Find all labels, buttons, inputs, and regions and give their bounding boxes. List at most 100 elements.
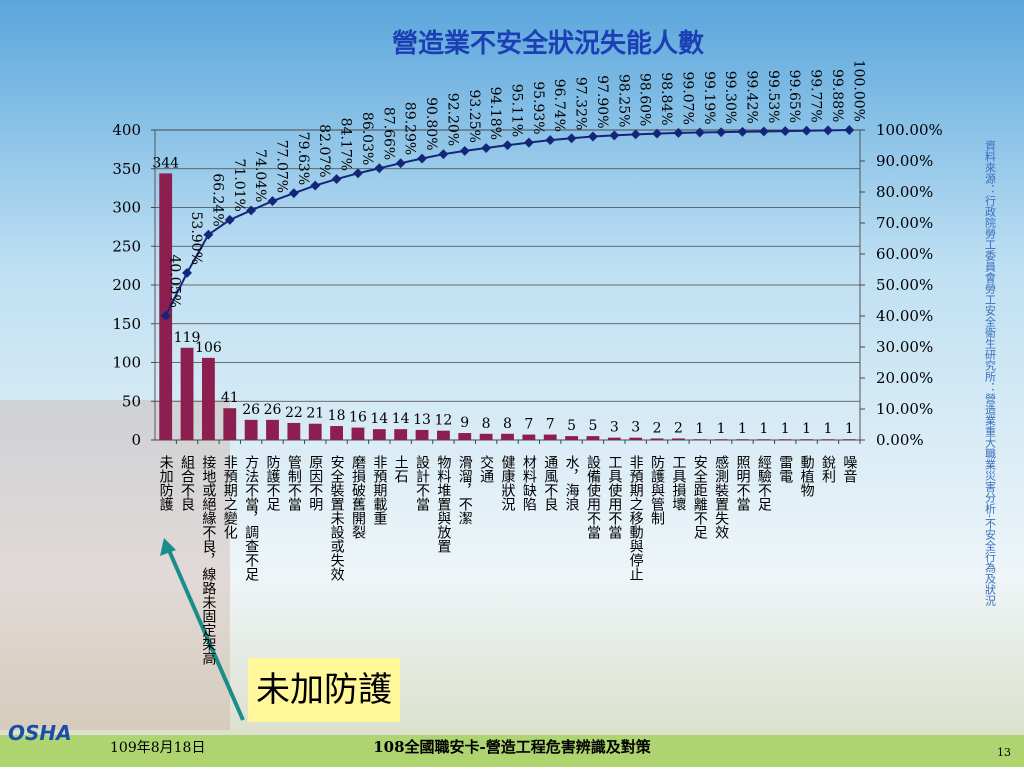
x-tick-label: 組合不良 [179, 455, 195, 511]
y2-tick-label: 100.00% [876, 121, 943, 139]
line-marker [395, 158, 406, 169]
y2-tick-label: 40.00% [876, 307, 933, 325]
line-marker [609, 130, 620, 141]
line-marker [844, 125, 855, 135]
line-value-label: 74.04% [252, 149, 268, 202]
bar [223, 408, 237, 440]
line-value-label: 98.84% [658, 72, 674, 125]
x-tick-label: 非預期載重 [371, 455, 387, 525]
line-marker [224, 214, 235, 225]
bar-value-label: 26 [242, 402, 260, 418]
bar [415, 429, 429, 440]
line-value-label: 99.42% [744, 70, 760, 123]
line-value-label: 96.74% [551, 79, 567, 132]
bar-value-label: 1 [802, 421, 811, 437]
line-value-label: 71.01% [231, 158, 247, 211]
bar [714, 439, 728, 440]
y-tick-label: 300 [112, 199, 141, 217]
chart-title: 營造業不安全狀況失能人數 [392, 28, 704, 59]
bar-value-label: 14 [392, 411, 410, 427]
bar [586, 436, 600, 440]
bar-value-label: 1 [823, 421, 832, 437]
line-marker [502, 140, 513, 151]
x-tick-label: 交通 [478, 454, 494, 484]
y-tick-label: 400 [112, 121, 141, 139]
x-tick-label: 安全裝置未設或失效 [329, 455, 345, 581]
line-marker [780, 126, 791, 137]
bar [778, 439, 792, 440]
y-tick-label: 100 [112, 354, 141, 372]
bar-value-label: 1 [759, 421, 768, 437]
bar-value-label: 1 [695, 421, 704, 437]
bar [330, 426, 343, 440]
bar [394, 429, 408, 440]
bar [522, 434, 536, 440]
x-tick-label: 非預期之變化 [222, 455, 238, 540]
callout-text: 未加防護 [256, 670, 392, 710]
line-marker [288, 188, 299, 199]
y2-tick-label: 80.00% [876, 183, 933, 201]
y2-tick-label: 90.00% [876, 152, 933, 170]
bar [458, 433, 472, 440]
line-marker [331, 174, 342, 185]
x-tick-label: 水，海浪 [564, 455, 580, 512]
line-marker [630, 129, 641, 140]
footer-title: 108全國職安卡-營造工程危害辨識及對策 [373, 738, 652, 756]
bar [650, 438, 664, 440]
line-value-label: 87.66% [380, 107, 396, 160]
bar-value-label: 8 [482, 416, 491, 432]
bar-value-label: 344 [152, 155, 179, 171]
line-marker [481, 143, 492, 153]
line-value-label: 89.29% [402, 102, 418, 155]
bar [693, 439, 707, 440]
line-value-label: 99.53% [765, 70, 781, 123]
bar [437, 430, 450, 440]
bar [159, 173, 173, 440]
bar-value-label: 1 [738, 421, 747, 437]
bar [308, 423, 322, 440]
bar [180, 347, 194, 440]
bar [607, 437, 621, 440]
line-marker [737, 126, 748, 137]
bar [244, 419, 258, 440]
x-tick-label: 物料堆置與放置 [435, 455, 451, 553]
date: 109年8月18日 [110, 740, 205, 756]
y-tick-label: 50 [122, 392, 141, 410]
y-tick-label: 150 [112, 315, 141, 333]
line-value-label: 99.19% [701, 71, 717, 124]
line-marker [758, 126, 769, 137]
line-value-label: 95.93% [530, 81, 546, 134]
arrow-head [160, 538, 176, 556]
line-marker [801, 125, 812, 136]
y-tick-label: 250 [112, 237, 141, 255]
x-tick-label: 設備使用不當 [585, 455, 601, 540]
line-value-label: 53.90% [188, 212, 204, 265]
bar [800, 439, 813, 440]
line-value-label: 100.00% [850, 60, 866, 122]
bar-value-label: 22 [285, 405, 303, 421]
x-tick-label: 工具使用不當 [606, 455, 622, 540]
line-value-label: 99.30% [722, 71, 738, 124]
bar-value-label: 12 [434, 413, 452, 429]
bar [757, 439, 771, 440]
line-marker [267, 196, 278, 207]
x-tick-label: 磨損破舊開裂 [350, 455, 366, 539]
y2-tick-label: 10.00% [876, 400, 933, 418]
footer-band [0, 735, 1024, 767]
line-value-label: 82.07% [316, 124, 332, 177]
bar-value-label: 8 [503, 416, 512, 432]
line-marker [523, 137, 534, 148]
x-tick-label: 經驗不足 [756, 455, 772, 512]
bar-value-label: 18 [328, 408, 346, 424]
line-value-label: 98.25% [615, 74, 631, 127]
bar-value-label: 13 [413, 412, 431, 428]
y-tick-label: 200 [112, 276, 141, 294]
line-marker [673, 127, 684, 138]
line-value-label: 99.65% [786, 70, 802, 123]
y2-tick-label: 60.00% [876, 245, 933, 263]
x-tick-label: 防護不足 [265, 455, 281, 512]
bar-value-label: 3 [610, 420, 619, 436]
bar [372, 429, 386, 440]
y-tick-label: 0 [131, 431, 141, 449]
line-marker [652, 128, 662, 139]
